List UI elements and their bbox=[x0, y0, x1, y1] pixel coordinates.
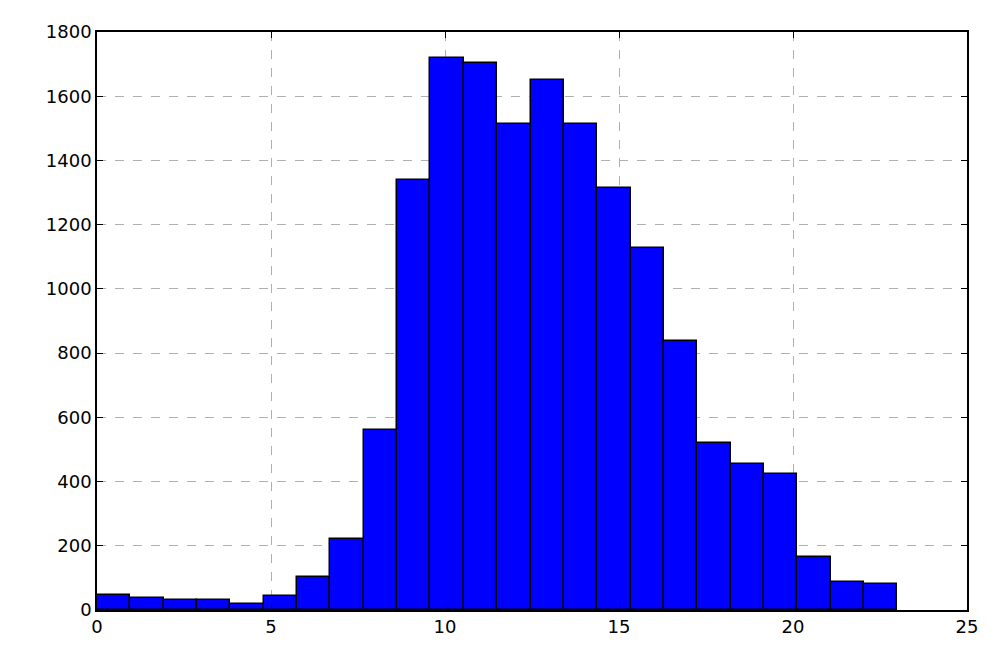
svg-text:400: 400 bbox=[57, 471, 91, 492]
svg-text:200: 200 bbox=[57, 535, 91, 556]
svg-text:25: 25 bbox=[956, 616, 979, 637]
svg-text:1400: 1400 bbox=[46, 150, 92, 171]
svg-text:1800: 1800 bbox=[46, 21, 92, 42]
svg-text:5: 5 bbox=[265, 616, 276, 637]
svg-text:0: 0 bbox=[80, 599, 91, 620]
svg-text:1200: 1200 bbox=[46, 214, 92, 235]
svg-text:600: 600 bbox=[57, 407, 91, 428]
svg-text:800: 800 bbox=[57, 342, 91, 363]
svg-text:1000: 1000 bbox=[46, 278, 92, 299]
svg-text:10: 10 bbox=[434, 616, 457, 637]
svg-text:15: 15 bbox=[608, 616, 631, 637]
svg-text:0: 0 bbox=[91, 616, 102, 637]
svg-text:1600: 1600 bbox=[46, 86, 92, 107]
svg-text:20: 20 bbox=[782, 616, 805, 637]
